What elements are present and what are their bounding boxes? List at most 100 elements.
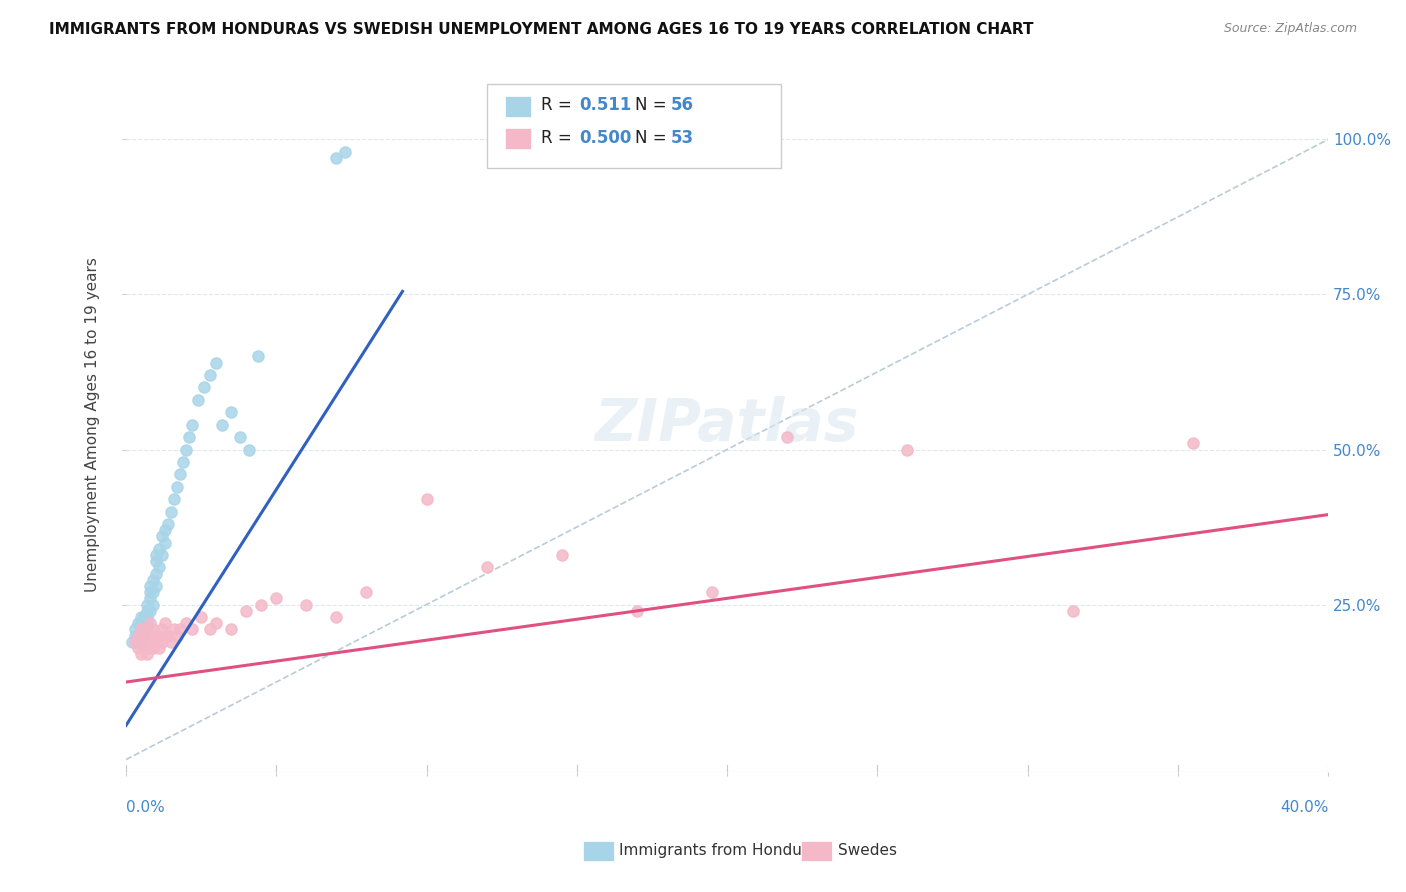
Point	[145, 579, 167, 593]
Point	[157, 516, 180, 531]
Text: 0.500: 0.500	[579, 128, 631, 147]
Point	[127, 628, 149, 642]
Point	[190, 610, 212, 624]
Point	[145, 566, 167, 581]
Point	[153, 616, 176, 631]
Point	[335, 145, 357, 159]
Point	[150, 548, 173, 562]
Point	[124, 623, 146, 637]
Point	[157, 628, 180, 642]
Text: R =: R =	[541, 128, 576, 147]
Point	[229, 430, 252, 444]
Point	[139, 579, 162, 593]
Point	[179, 430, 201, 444]
Point	[127, 616, 149, 631]
Point	[174, 442, 197, 457]
Point	[142, 623, 165, 637]
Point	[142, 640, 165, 655]
Text: 40.0%: 40.0%	[1279, 800, 1329, 815]
Point	[129, 616, 152, 631]
Point	[132, 634, 155, 648]
Point	[551, 548, 574, 562]
Point	[142, 573, 165, 587]
Point	[295, 598, 318, 612]
Point	[264, 591, 287, 606]
Point	[1181, 436, 1204, 450]
Point	[132, 628, 155, 642]
Point	[1062, 604, 1084, 618]
Point	[205, 356, 228, 370]
FancyBboxPatch shape	[486, 85, 782, 168]
Point	[136, 647, 159, 661]
Point	[160, 634, 183, 648]
Point	[160, 504, 183, 518]
Point	[136, 598, 159, 612]
Point	[132, 610, 155, 624]
Point	[181, 623, 204, 637]
Point	[136, 634, 159, 648]
Point	[148, 640, 170, 655]
Point	[626, 604, 648, 618]
FancyBboxPatch shape	[505, 128, 531, 149]
Text: Immigrants from Honduras: Immigrants from Honduras	[619, 844, 825, 858]
Point	[415, 492, 437, 507]
Point	[205, 616, 228, 631]
Point	[235, 604, 257, 618]
Point	[238, 442, 260, 457]
Point	[174, 616, 197, 631]
Point	[139, 604, 162, 618]
Point	[129, 623, 152, 637]
Point	[145, 634, 167, 648]
Point	[129, 628, 152, 642]
Point	[150, 634, 173, 648]
Point	[153, 535, 176, 549]
Point	[129, 623, 152, 637]
Point	[325, 610, 347, 624]
Text: IMMIGRANTS FROM HONDURAS VS SWEDISH UNEMPLOYMENT AMONG AGES 16 TO 19 YEARS CORRE: IMMIGRANTS FROM HONDURAS VS SWEDISH UNEM…	[49, 22, 1033, 37]
Point	[136, 610, 159, 624]
Text: 0.0%: 0.0%	[127, 800, 165, 815]
Point	[139, 628, 162, 642]
Text: Source: ZipAtlas.com: Source: ZipAtlas.com	[1223, 22, 1357, 36]
Point	[148, 628, 170, 642]
Y-axis label: Unemployment Among Ages 16 to 19 years: Unemployment Among Ages 16 to 19 years	[86, 257, 100, 592]
Point	[129, 647, 152, 661]
FancyBboxPatch shape	[505, 96, 531, 117]
Point	[132, 616, 155, 631]
Point	[124, 634, 146, 648]
Point	[139, 585, 162, 599]
Point	[219, 623, 242, 637]
Point	[169, 623, 191, 637]
Text: N =: N =	[634, 96, 672, 114]
Point	[776, 430, 799, 444]
Point	[136, 623, 159, 637]
Point	[136, 616, 159, 631]
Point	[193, 380, 215, 394]
Point	[127, 640, 149, 655]
Text: 0.511: 0.511	[579, 96, 631, 114]
Point	[187, 392, 209, 407]
Point	[153, 523, 176, 537]
Point	[145, 554, 167, 568]
Point	[139, 634, 162, 648]
Point	[124, 628, 146, 642]
Point	[136, 604, 159, 618]
Text: 56: 56	[671, 96, 693, 114]
Point	[198, 623, 221, 637]
Point	[325, 151, 347, 165]
Point	[129, 610, 152, 624]
Point	[142, 585, 165, 599]
Text: N =: N =	[634, 128, 672, 147]
Text: Swedes: Swedes	[838, 844, 897, 858]
Point	[247, 350, 270, 364]
Point	[148, 560, 170, 574]
Point	[198, 368, 221, 383]
Point	[166, 628, 188, 642]
Point	[139, 640, 162, 655]
Point	[163, 492, 186, 507]
Point	[150, 529, 173, 543]
Point	[132, 628, 155, 642]
Point	[700, 585, 723, 599]
Point	[219, 405, 242, 419]
Point	[142, 598, 165, 612]
